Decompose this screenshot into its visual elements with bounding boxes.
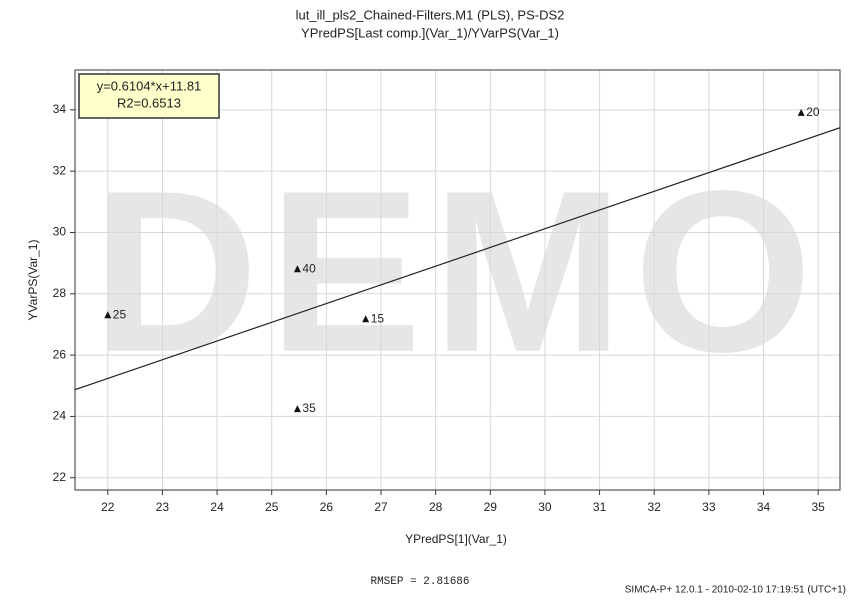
x-tick-label: 26 [320,500,334,514]
chart-subtitle: YPredPS[Last comp.](Var_1)/YVarPS(Var_1) [301,25,559,40]
y-tick-label: 32 [53,163,67,177]
point-label: 20 [806,105,820,119]
x-tick-label: 34 [757,500,771,514]
point-label: 15 [371,311,385,325]
x-axis-label: YPredPS[1](Var_1) [405,532,507,546]
point [362,315,370,323]
point [293,405,301,413]
watermark: DEMO [93,143,823,400]
y-axis-label: YVarPS(Var_1) [26,240,40,321]
point-label: 40 [302,261,316,275]
x-tick-label: 35 [811,500,825,514]
x-tick-label: 23 [156,500,170,514]
fit-box [78,73,220,119]
point-label: 25 [113,307,127,321]
point [104,311,112,319]
fit-r2: R2=0.6513 [117,95,181,110]
x-tick-label: 28 [429,500,443,514]
plot-area: DEMO 22 23 24 25 26 27 28 29 30 31 32 33 34 35 22 24 26 28… [53,69,841,514]
y-tick-label: 26 [53,347,67,361]
x-tick-label: 24 [210,500,224,514]
footer: SIMCA-P+ 12.0.1 - 2010-02-10 17:19:51 (U… [625,585,846,596]
x-tick-label: 33 [702,500,716,514]
fit-line [75,127,840,391]
fit-equation: y=0.6104*x+11.81 [97,78,202,93]
y-tick-label: 24 [53,409,67,423]
plot-border [74,69,841,491]
x-tick-label: 32 [648,500,662,514]
rmsep: RMSEP = 2.81686 [370,576,469,588]
x-tick-label: 29 [484,500,498,514]
point [293,265,301,273]
x-tick-label: 31 [593,500,607,514]
point [797,108,805,116]
y-tick-label: 28 [53,286,67,300]
x-tick-label: 25 [265,500,279,514]
point-label: 35 [302,401,316,415]
y-tick-label: 34 [53,102,67,116]
y-tick-label: 22 [53,470,67,484]
x-tick-label: 30 [538,500,552,514]
x-tick-label: 27 [374,500,388,514]
y-tick-label: 30 [53,225,67,239]
chart-title: lut_ill_pls2_Chained-Filters.M1 (PLS), P… [296,7,565,22]
x-tick-label: 22 [101,500,115,514]
